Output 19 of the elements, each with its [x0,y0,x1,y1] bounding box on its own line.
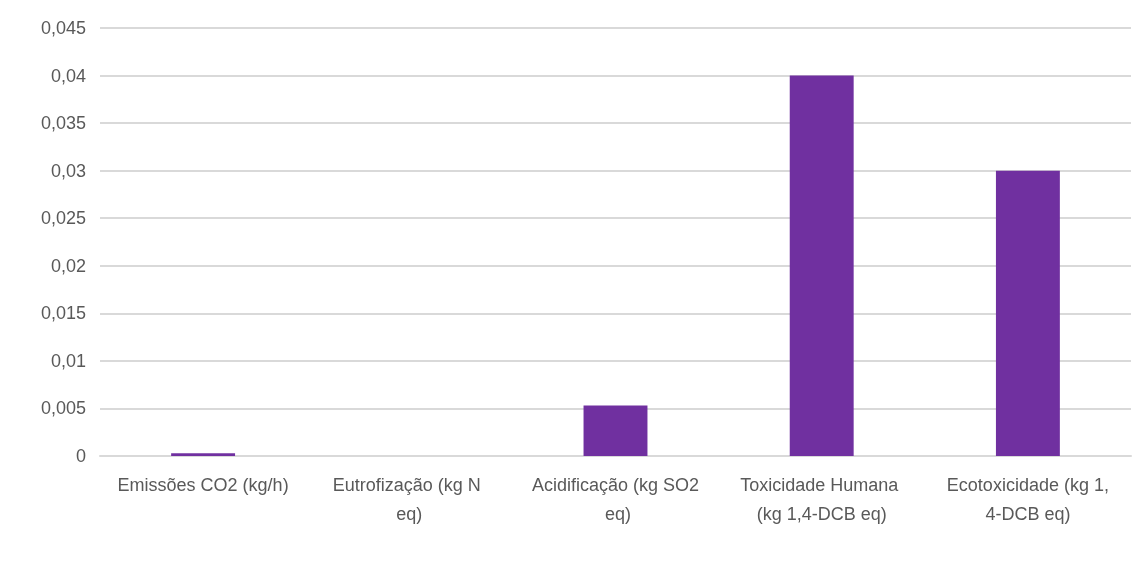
x-tick-label: Ecotoxicidade (kg 1,4-DCB eq) [946,474,1109,524]
x-tick-label: Toxicidade Humana (kg 1,4-DCB eq) [740,474,904,524]
y-tick-label: 0,02 [50,255,86,276]
y-tick-label: 0,04 [50,65,86,86]
y-tick-label: 0,03 [50,160,86,181]
y-tick-label: 0,035 [40,113,86,134]
y-tick-label: 0 [75,446,86,466]
x-tick-label: Emissões CO2 (kg/h) [117,474,289,495]
x-tick-label: Acidificação (kg SO2 eq) [531,474,700,524]
y-tick-label: 0,025 [40,208,86,229]
y-tick-label: 0,005 [40,398,86,419]
y-tick-label: 0,045 [40,18,86,38]
y-tick-label: 0,015 [40,303,86,324]
bar [789,75,854,456]
y-tick-label: 0,01 [50,350,86,371]
bar [995,170,1060,456]
bar [171,453,236,456]
bar [583,405,648,456]
x-tick-label: Eutrofização (kg N eq) [332,474,486,524]
